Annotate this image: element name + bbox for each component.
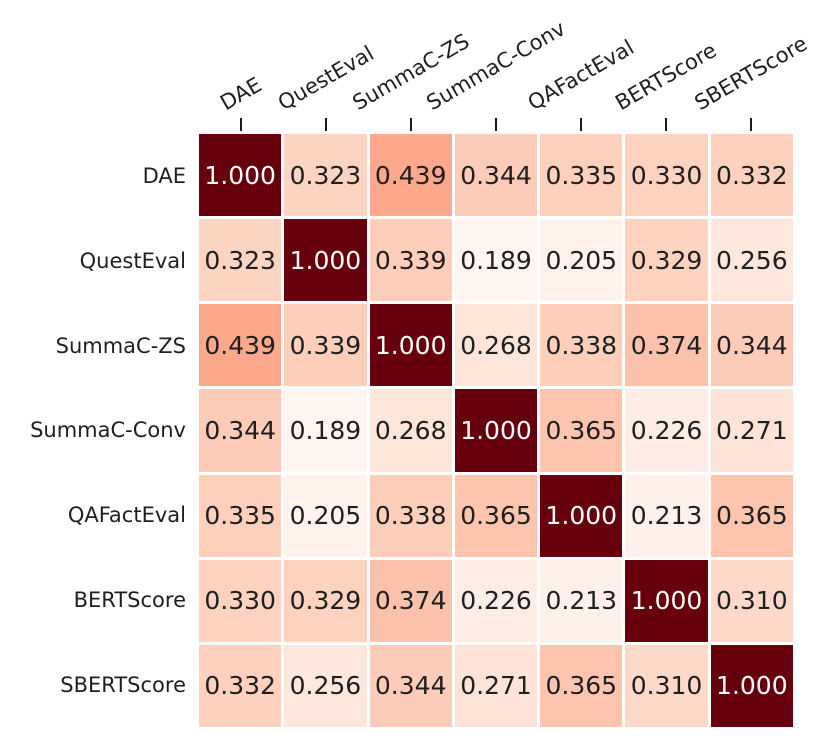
heatmap-cell-dae-summac-zs: 0.439 bbox=[369, 134, 452, 217]
x-tick bbox=[325, 118, 328, 131]
heatmap-cell-questeval-bertscore: 0.329 bbox=[625, 219, 708, 302]
column-labels: DAE QuestEval SummaC-ZS SummaC-Conv QAFactEv… bbox=[0, 0, 830, 115]
heatmap-cell-qafacteval-qafacteval: 1.000 bbox=[540, 474, 623, 557]
row-label-dae: DAE bbox=[142, 164, 186, 189]
heatmap-cell-questeval-dae: 0.323 bbox=[199, 219, 282, 302]
heatmap-cell-bertscore-bertscore: 1.000 bbox=[625, 559, 708, 642]
heatmap-cell-summac-zs-qafacteval: 0.338 bbox=[540, 304, 623, 387]
heatmap-cell-dae-questeval: 0.323 bbox=[284, 134, 367, 217]
heatmap-cell-dae-dae: 1.000 bbox=[199, 134, 282, 217]
heatmap-cell-summac-conv-dae: 0.344 bbox=[199, 389, 282, 472]
row-label-bertscore: BERTScore bbox=[73, 587, 186, 612]
heatmap-cell-dae-qafacteval: 0.335 bbox=[540, 134, 623, 217]
heatmap-cell-summac-zs-summac-zs: 1.000 bbox=[369, 304, 452, 387]
row-label-sbertscore: SBERTScore bbox=[60, 672, 186, 697]
x-tick bbox=[664, 118, 667, 131]
heatmap-cell-qafacteval-summac-conv: 0.365 bbox=[454, 474, 538, 557]
x-tick bbox=[410, 118, 413, 131]
heatmap-cell-summac-conv-sbertscore: 0.271 bbox=[710, 389, 793, 472]
row-label-summac-zs: SummaC-ZS bbox=[55, 333, 186, 358]
heatmap-cell-questeval-qafacteval: 0.205 bbox=[540, 219, 623, 302]
row-label-summac-conv: SummaC-Conv bbox=[30, 418, 186, 443]
heatmap-cell-sbertscore-summac-zs: 0.344 bbox=[369, 644, 452, 727]
heatmap-cell-sbertscore-questeval: 0.256 bbox=[284, 644, 367, 727]
row-label-qafacteval: QAFactEval bbox=[67, 503, 186, 528]
heatmap-cell-sbertscore-dae: 0.332 bbox=[199, 644, 282, 727]
heatmap-cell-qafacteval-questeval: 0.205 bbox=[284, 474, 367, 557]
heatmap-cell-bertscore-qafacteval: 0.213 bbox=[540, 559, 623, 642]
heatmap-cell-sbertscore-summac-conv: 0.271 bbox=[454, 644, 538, 727]
heatmap-cell-bertscore-summac-zs: 0.374 bbox=[369, 559, 452, 642]
row-label-questeval: QuestEval bbox=[79, 249, 186, 274]
heatmap-cell-summac-zs-dae: 0.439 bbox=[199, 304, 282, 387]
heatmap-cell-summac-conv-qafacteval: 0.365 bbox=[540, 389, 623, 472]
heatmap-cell-summac-conv-bertscore: 0.226 bbox=[625, 389, 708, 472]
heatmap-cell-summac-conv-summac-zs: 0.268 bbox=[369, 389, 452, 472]
heatmap-cell-summac-zs-summac-conv: 0.268 bbox=[454, 304, 538, 387]
heatmap-cell-sbertscore-bertscore: 0.310 bbox=[625, 644, 708, 727]
column-label-dae: DAE bbox=[216, 72, 267, 115]
x-tick bbox=[240, 118, 243, 131]
heatmap-cell-summac-conv-summac-conv: 1.000 bbox=[454, 389, 538, 472]
heatmap-cell-dae-bertscore: 0.330 bbox=[625, 134, 708, 217]
x-tick bbox=[749, 118, 752, 131]
heatmap-cell-questeval-summac-zs: 0.339 bbox=[369, 219, 452, 302]
heatmap-cell-bertscore-summac-conv: 0.226 bbox=[454, 559, 538, 642]
heatmap-cell-questeval-questeval: 1.000 bbox=[284, 219, 367, 302]
heatmap-cell-dae-sbertscore: 0.332 bbox=[710, 134, 793, 217]
heatmap-cell-qafacteval-dae: 0.335 bbox=[199, 474, 282, 557]
heatmap-cell-summac-conv-questeval: 0.189 bbox=[284, 389, 367, 472]
heatmap-cell-sbertscore-sbertscore: 1.000 bbox=[710, 644, 793, 727]
heatmap-cell-sbertscore-qafacteval: 0.365 bbox=[540, 644, 623, 727]
heatmap-cell-bertscore-questeval: 0.329 bbox=[284, 559, 367, 642]
heatmap-cell-qafacteval-sbertscore: 0.365 bbox=[710, 474, 793, 557]
x-tick bbox=[579, 118, 582, 131]
heatmap-cell-qafacteval-summac-zs: 0.338 bbox=[369, 474, 452, 557]
heatmap-cell-dae-summac-conv: 0.344 bbox=[454, 134, 538, 217]
heatmap-grid: 1.000 0.323 0.439 0.344 0.335 0.330 0.332 0.323… bbox=[199, 134, 793, 727]
heatmap-cell-bertscore-dae: 0.330 bbox=[199, 559, 282, 642]
heatmap-cell-questeval-sbertscore: 0.256 bbox=[710, 219, 793, 302]
heatmap-cell-qafacteval-bertscore: 0.213 bbox=[625, 474, 708, 557]
heatmap-cell-questeval-summac-conv: 0.189 bbox=[454, 219, 538, 302]
heatmap-cell-summac-zs-questeval: 0.339 bbox=[284, 304, 367, 387]
heatmap-cell-bertscore-sbertscore: 0.310 bbox=[710, 559, 793, 642]
heatmap-cell-summac-zs-sbertscore: 0.344 bbox=[710, 304, 793, 387]
heatmap-cell-summac-zs-bertscore: 0.374 bbox=[625, 304, 708, 387]
x-tick bbox=[495, 118, 497, 131]
